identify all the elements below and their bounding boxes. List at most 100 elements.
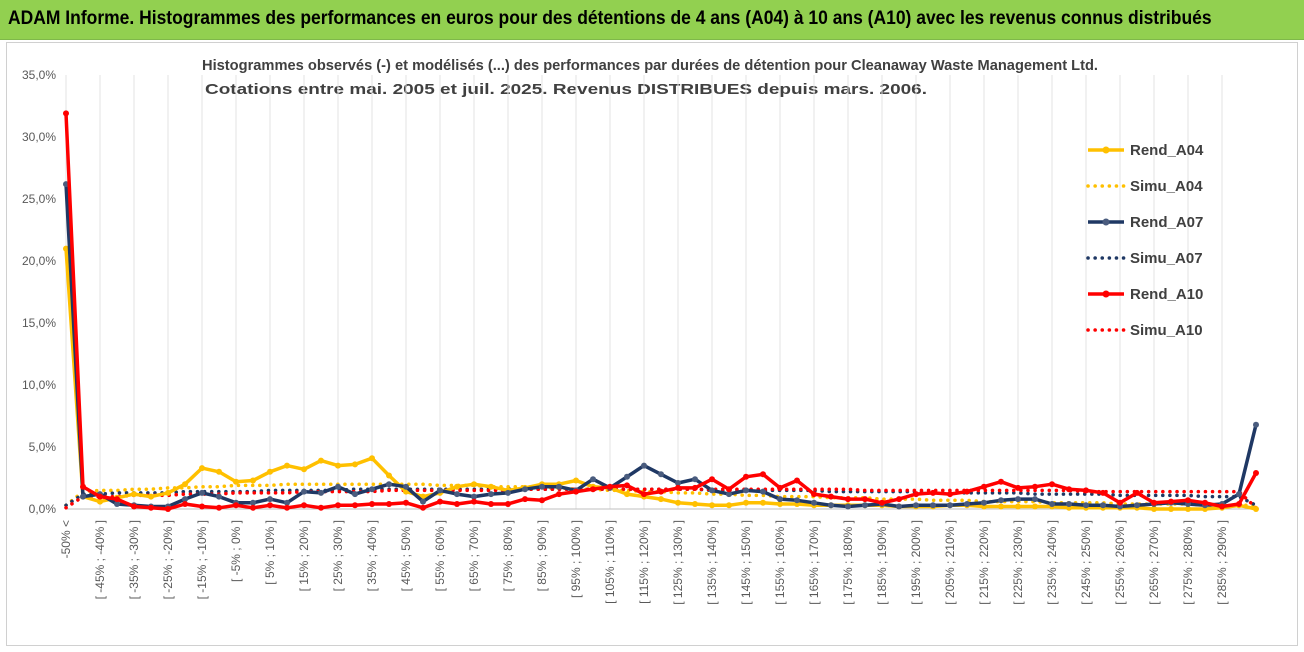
- data-point: [471, 498, 477, 505]
- data-point: [488, 491, 494, 498]
- x-tick-label: [ 255% ; 260% ]: [1113, 520, 1127, 605]
- data-point: [692, 501, 698, 507]
- series-line-rend_a04: [64, 248, 1257, 511]
- data-point: [1032, 503, 1038, 510]
- y-tick-label: 25,0%: [22, 192, 56, 206]
- legend-label: Simu_A10: [1130, 322, 1203, 339]
- data-point: [1032, 496, 1038, 503]
- data-point: [267, 468, 273, 475]
- y-tick-label: 5,0%: [29, 440, 57, 454]
- data-point: [862, 496, 868, 503]
- data-point: [879, 499, 885, 506]
- series-line-rend_a07: [64, 184, 1258, 509]
- data-point: [539, 497, 545, 504]
- data-point: [386, 501, 392, 507]
- data-point: [1253, 421, 1259, 428]
- data-point: [777, 484, 783, 491]
- data-point: [352, 461, 358, 468]
- data-point: [896, 503, 902, 510]
- data-point: [1100, 489, 1106, 496]
- data-point: [335, 462, 341, 469]
- data-point: [709, 487, 715, 494]
- x-tick-label: [ -45% ; -40% ]: [93, 520, 107, 599]
- data-point: [97, 493, 103, 500]
- data-point: [488, 501, 494, 507]
- data-point: [80, 493, 86, 500]
- series-line-rend_a10: [64, 113, 1258, 511]
- data-point: [743, 499, 749, 506]
- data-point: [1151, 499, 1157, 506]
- data-point: [437, 487, 443, 494]
- x-tick-label: [ 275% ; 280% ]: [1181, 520, 1195, 605]
- chart-title: Histogrammes observés (-) et modélisés (…: [202, 57, 1098, 74]
- x-tick-label: [ 235% ; 240% ]: [1045, 520, 1059, 605]
- x-tick-label: [ 135% ; 140% ]: [705, 520, 719, 605]
- data-point: [811, 499, 817, 506]
- data-point: [216, 493, 222, 500]
- x-tick-label: [ 155% ; 160% ]: [773, 520, 787, 605]
- x-tick-label: [ 225% ; 230% ]: [1011, 520, 1025, 605]
- data-point: [216, 504, 222, 511]
- y-tick-label: 15,0%: [22, 316, 56, 330]
- data-point: [709, 502, 715, 509]
- y-tick-label: 10,0%: [22, 378, 56, 392]
- data-point: [80, 483, 86, 490]
- data-point: [845, 503, 851, 510]
- data-point: [182, 481, 188, 488]
- data-point: [811, 491, 817, 498]
- data-point: [1253, 506, 1259, 512]
- x-tick-label: [ 265% ; 270% ]: [1147, 520, 1161, 605]
- data-point: [641, 462, 647, 469]
- data-point: [641, 491, 647, 498]
- data-point: [998, 497, 1004, 504]
- data-point: [216, 468, 222, 475]
- data-point: [471, 493, 477, 500]
- data-point: [148, 493, 154, 500]
- data-point: [1032, 483, 1038, 490]
- data-point: [352, 502, 358, 509]
- data-point: [505, 501, 511, 507]
- data-point: [862, 502, 868, 509]
- data-point: [522, 496, 528, 503]
- data-point: [369, 455, 375, 462]
- data-point: [1202, 499, 1208, 506]
- data-point: [301, 502, 307, 509]
- data-point: [488, 483, 494, 490]
- data-point: [454, 491, 460, 498]
- legend-marker: [1102, 146, 1110, 154]
- data-point: [318, 489, 324, 496]
- data-point: [250, 477, 256, 484]
- data-point: [131, 491, 137, 498]
- x-tick-label: [ 125% ; 130% ]: [671, 520, 685, 605]
- x-tick-label: [ 35% ; 40% ]: [365, 520, 379, 591]
- data-point: [420, 498, 426, 505]
- data-point: [182, 496, 188, 503]
- data-point: [947, 502, 953, 509]
- x-tick-label: [ 185% ; 190% ]: [875, 520, 889, 605]
- data-point: [165, 506, 171, 512]
- x-tick-label: [ 205% ; 210% ]: [943, 520, 957, 605]
- data-point: [352, 491, 358, 498]
- data-point: [233, 502, 239, 509]
- data-point: [828, 493, 834, 500]
- data-point: [590, 476, 596, 483]
- data-point: [63, 110, 69, 117]
- x-tick-label: [ 215% ; 220% ]: [977, 520, 991, 605]
- y-tick-label: 20,0%: [22, 254, 56, 268]
- data-point: [760, 488, 766, 495]
- data-point: [454, 483, 460, 490]
- data-point: [267, 496, 273, 503]
- data-point: [556, 491, 562, 498]
- data-point: [624, 491, 630, 498]
- data-point: [318, 504, 324, 511]
- y-tick-label: 0,0%: [29, 502, 57, 516]
- x-tick-label: [ -35% ; -30% ]: [127, 520, 141, 599]
- data-point: [1185, 497, 1191, 504]
- data-point: [947, 491, 953, 498]
- data-point: [1219, 503, 1225, 510]
- y-tick-label: 30,0%: [22, 130, 56, 144]
- data-point: [692, 476, 698, 483]
- data-point: [318, 457, 324, 464]
- x-tick-label: [ 25% ; 30% ]: [331, 520, 345, 591]
